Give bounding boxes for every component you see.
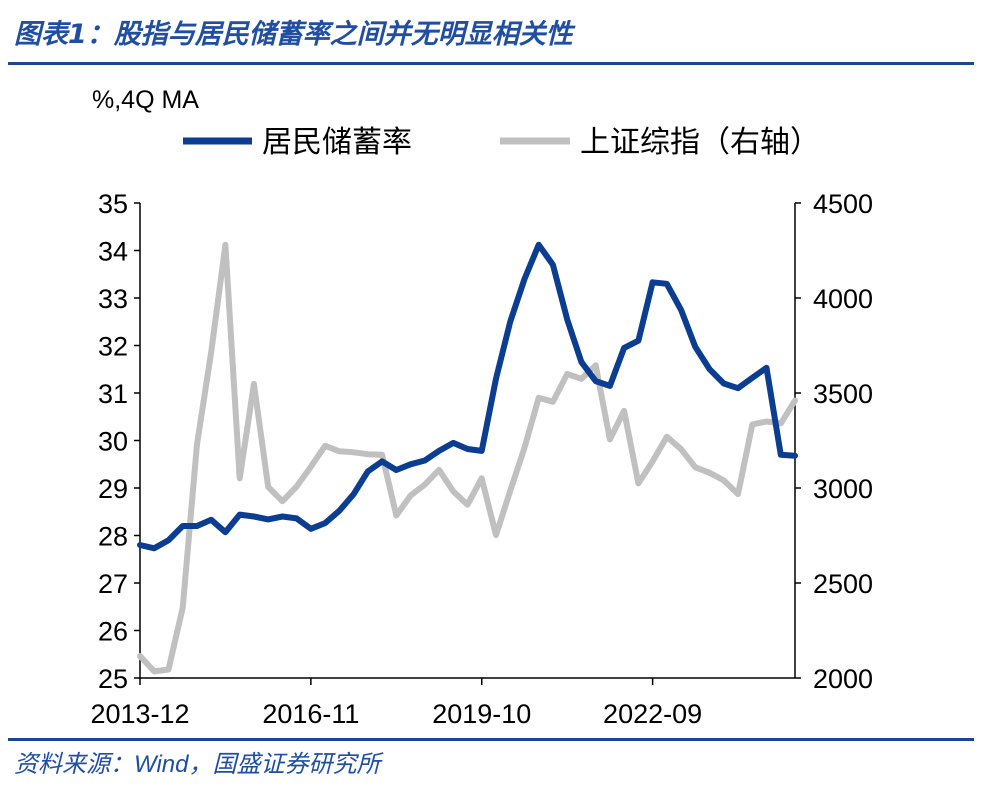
right-tick-label: 2000	[813, 664, 873, 694]
right-tick-label: 4000	[813, 284, 873, 314]
left-tick-label: 35	[98, 189, 128, 219]
figure-title: 图表1：股指与居民储蓄率之间并无明显相关性	[14, 19, 573, 50]
legend-label-index: 上证综指（右轴）	[580, 126, 820, 159]
legend-label-saving-rate: 居民储蓄率	[262, 126, 412, 159]
left-tick-label: 27	[98, 569, 128, 599]
series-lines	[137, 241, 798, 675]
x-tick-label: 2019-10	[432, 699, 531, 729]
left-tick-label: 25	[98, 664, 128, 694]
left-tick-label: 30	[98, 427, 128, 457]
title-divider	[8, 62, 974, 65]
legend: 居民储蓄率 上证综指（右轴）	[183, 126, 820, 159]
source-note: 资料来源：Wind，国盛证券研究所	[14, 744, 380, 779]
right-tick-label: 2500	[813, 569, 873, 599]
x-tick-label: 2016-11	[262, 699, 359, 729]
left-tick-label: 33	[98, 284, 128, 314]
left-tick-label: 32	[98, 332, 128, 362]
source-prefix: 资料来源：	[14, 750, 134, 778]
right-tick-label: 3500	[813, 379, 873, 409]
left-tick-label: 28	[98, 522, 128, 552]
x-tick-label: 2013-12	[90, 699, 189, 729]
source-suffix: ，国盛证券研究所	[188, 750, 381, 778]
source-name: Wind	[134, 751, 189, 778]
footer-divider	[8, 738, 974, 741]
left-tick-label: 26	[98, 617, 128, 647]
axes: 35 34 33 32 31 30 29 28 27 26 25 4500 4000 3500 3000 25…	[90, 189, 873, 729]
saving-rate-line	[137, 241, 798, 552]
unit-label: %,4Q MA	[92, 86, 199, 114]
right-tick-label: 3000	[813, 474, 873, 504]
right-tick-label: 4500	[813, 189, 873, 219]
left-tick-label: 34	[98, 237, 128, 267]
x-tick-label: 2022-09	[603, 699, 702, 729]
left-tick-label: 31	[98, 379, 128, 409]
left-tick-label: 29	[98, 474, 128, 504]
index-line	[137, 241, 798, 675]
